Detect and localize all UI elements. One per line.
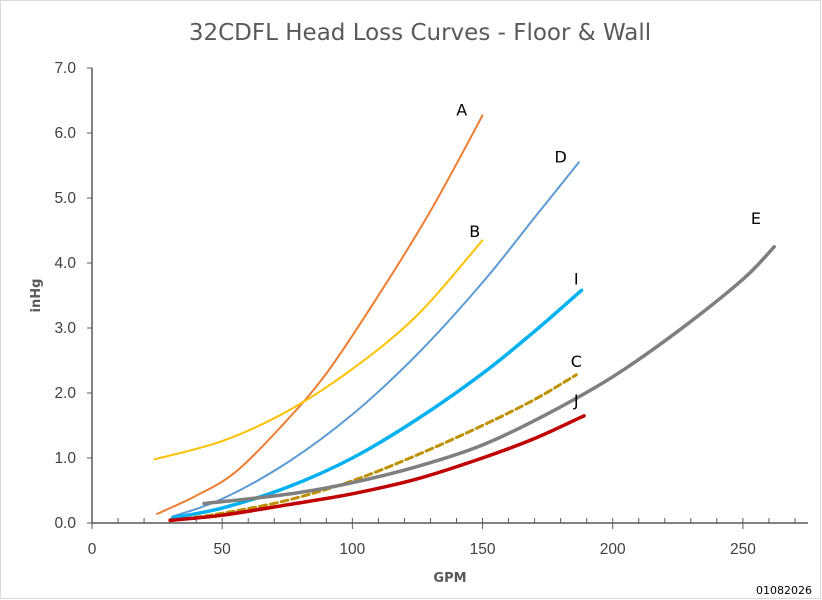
curve-labels: A B D E I C J xyxy=(456,100,761,410)
chart-title: 32CDFL Head Loss Curves - Floor & Wall xyxy=(189,20,651,46)
axes: 0.0 1.0 2.0 3.0 4.0 5.0 6.0 7.0 0 50 100 150 200 250 xyxy=(54,60,808,558)
series-line-i xyxy=(170,288,584,520)
x-tick-label: 200 xyxy=(600,541,626,558)
x-axis-title: GPM xyxy=(433,571,466,586)
y-tick-label: 1.0 xyxy=(54,450,76,467)
curve-label-e: E xyxy=(751,209,761,228)
series-line-d xyxy=(171,161,580,518)
series-line-j xyxy=(168,414,586,523)
series-line-a xyxy=(156,114,484,515)
curve-label-j: J xyxy=(573,391,579,410)
series-line-e xyxy=(202,245,776,506)
y-tick-label: 7.0 xyxy=(54,60,76,77)
x-tick-label: 250 xyxy=(730,541,756,558)
curve-label-c: C xyxy=(571,352,582,371)
y-tick-label: 6.0 xyxy=(54,125,76,142)
x-tick-label: 150 xyxy=(470,541,496,558)
curve-label-i: I xyxy=(574,269,579,288)
x-tick-label: 50 xyxy=(214,541,232,558)
document-number: 01082026 xyxy=(756,584,812,597)
curve-label-b: B xyxy=(469,222,480,241)
y-tick-label: 3.0 xyxy=(54,320,76,337)
y-tick-label: 2.0 xyxy=(54,385,76,402)
series-line-b xyxy=(153,239,484,461)
y-tick-label: 0.0 xyxy=(54,515,76,532)
x-tick-label: 100 xyxy=(339,541,365,558)
series-line-c xyxy=(171,373,578,522)
series-layer xyxy=(153,114,776,523)
curve-label-a: A xyxy=(456,100,467,119)
y-tick-label: 4.0 xyxy=(54,255,76,272)
y-tick-label: 5.0 xyxy=(54,190,76,207)
curve-label-d: D xyxy=(554,147,566,166)
y-axis-title: inHg xyxy=(29,279,44,313)
x-tick-label: 0 xyxy=(88,541,97,558)
